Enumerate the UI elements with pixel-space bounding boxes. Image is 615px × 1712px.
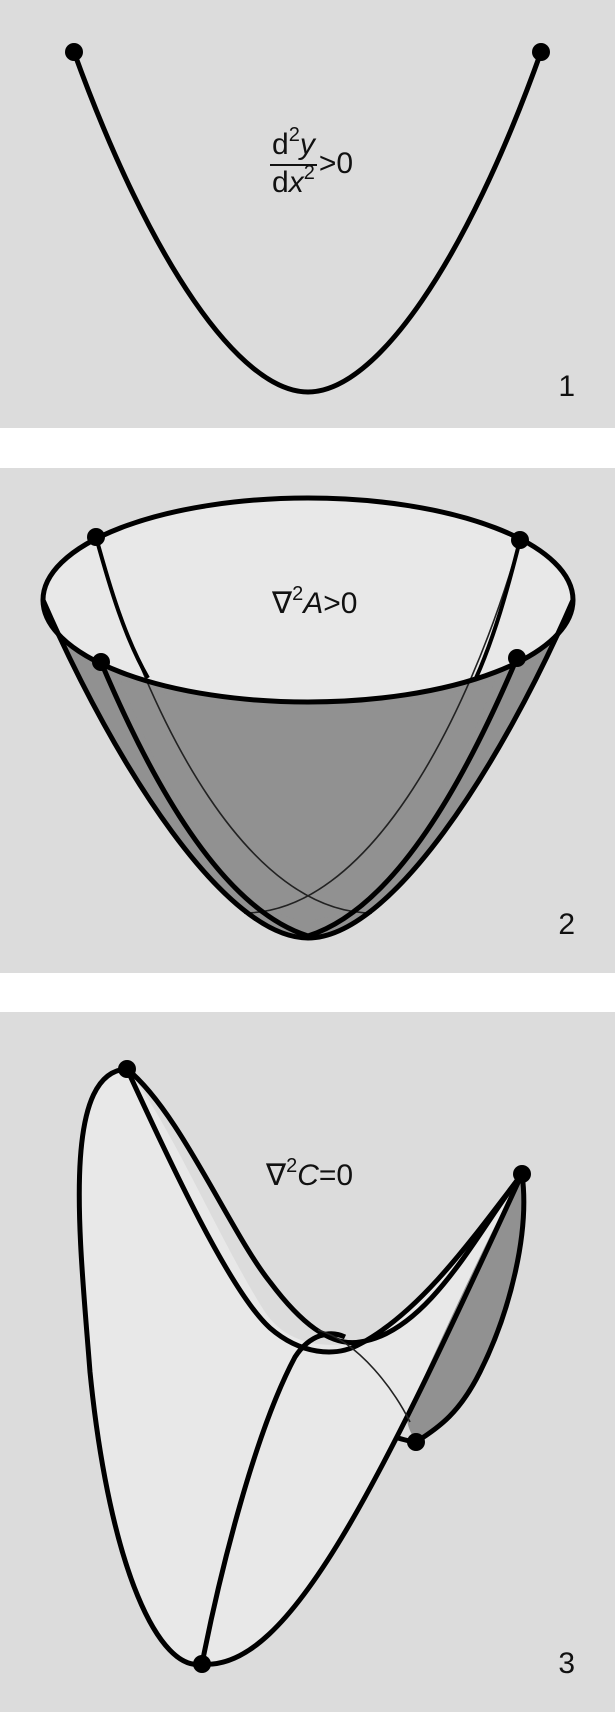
laplacian-formula-a: ∇2A>0 xyxy=(272,583,358,620)
bowl-outline-outer xyxy=(40,599,576,941)
fraction-numerator: d2y xyxy=(270,125,317,166)
panel-bowl-surface: ∇2A>0 2 xyxy=(0,468,615,973)
panel-number: 3 xyxy=(558,1647,575,1680)
panel-curve-1d: d2y dx2 >0 1 xyxy=(0,0,615,428)
laplacian-formula-c: ∇2C=0 xyxy=(266,1155,354,1192)
parabola-curve xyxy=(71,51,544,395)
bowl-front-meridian-right xyxy=(307,657,520,939)
endpoint-right xyxy=(532,43,550,61)
saddle-boundary-left xyxy=(76,1066,203,1667)
endpoint-left xyxy=(65,43,83,61)
bowl-back-meridian-right xyxy=(474,539,522,679)
saddle-diagram xyxy=(76,1060,531,1673)
saddle-dark-flap xyxy=(407,1174,524,1442)
bowl-front-meridian-left xyxy=(98,661,309,939)
panel-number: 2 xyxy=(558,908,575,941)
rim-point-back-right xyxy=(511,531,529,549)
bowl-meridian-right xyxy=(243,539,521,914)
bowl-back-meridian-left xyxy=(94,536,150,679)
fraction: d2y dx2 xyxy=(270,125,317,199)
saddle-point-top-left xyxy=(118,1060,136,1078)
bowl-inner-bottom xyxy=(120,678,496,920)
rim-point-front-right xyxy=(508,649,526,667)
saddle-thin-curve xyxy=(317,1329,411,1423)
bowl-rim xyxy=(40,495,576,705)
saddle-top-ridge-front xyxy=(125,1067,524,1346)
panel-number: 1 xyxy=(558,370,575,403)
panel-saddle-surface: ∇2C=0 3 xyxy=(0,1012,615,1712)
rim-point-front-left xyxy=(92,653,110,671)
formula-relation: >0 xyxy=(318,147,354,180)
rim-point-back-left xyxy=(87,528,105,546)
second-derivative-formula: d2y dx2 >0 xyxy=(270,125,354,199)
saddle-light-surface xyxy=(79,1069,523,1665)
bowl-rim-interior xyxy=(43,498,573,702)
saddle-inner-fold xyxy=(199,1331,347,1665)
saddle-top-ridge-back xyxy=(124,1067,524,1355)
saddle-point-middle-right xyxy=(407,1433,425,1451)
saddle-bottom-edge xyxy=(201,1172,525,1667)
curve-diagram xyxy=(65,43,550,395)
saddle-point-bottom xyxy=(193,1655,211,1673)
fraction-denominator: dx2 xyxy=(272,162,315,199)
saddle-point-right xyxy=(513,1165,531,1183)
bowl-diagram xyxy=(40,495,576,941)
